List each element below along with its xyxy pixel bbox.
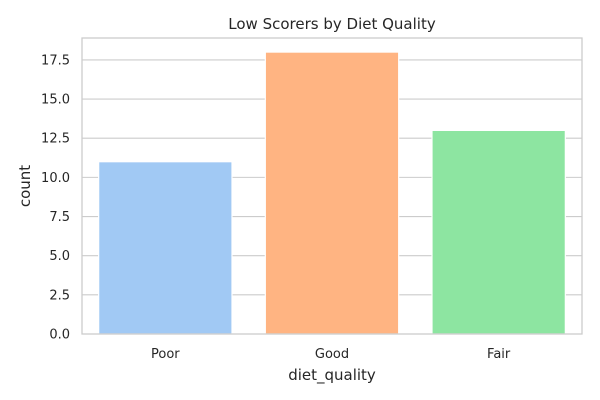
y-tick-label: 7.5 [49,210,70,225]
y-tick-label: 0.0 [49,328,70,343]
chart-title: Low Scorers by Diet Quality [228,15,436,33]
y-tick-label: 5.0 [49,249,70,264]
x-tick-labels: Poor Good Fair [151,347,511,362]
x-tick-label: Poor [151,347,180,362]
bar-good [264,51,400,335]
x-tick-label: Good [315,347,349,362]
y-axis-label: count [16,165,34,207]
y-tick-labels: 0.0 2.5 5.0 7.5 10.0 12.5 15.0 17.5 [41,53,70,342]
x-tick-label: Fair [487,347,511,362]
y-tick-label: 12.5 [41,132,70,147]
bar-fair [431,129,566,335]
plot-frame [81,37,583,335]
y-tick-label: 2.5 [49,288,70,303]
y-tick-label: 17.5 [41,53,70,68]
bar-poor [98,161,233,335]
x-axis-label: diet_quality [288,366,376,385]
bars [98,51,566,335]
y-tick-label: 15.0 [41,93,70,108]
y-tick-label: 10.0 [41,171,70,186]
